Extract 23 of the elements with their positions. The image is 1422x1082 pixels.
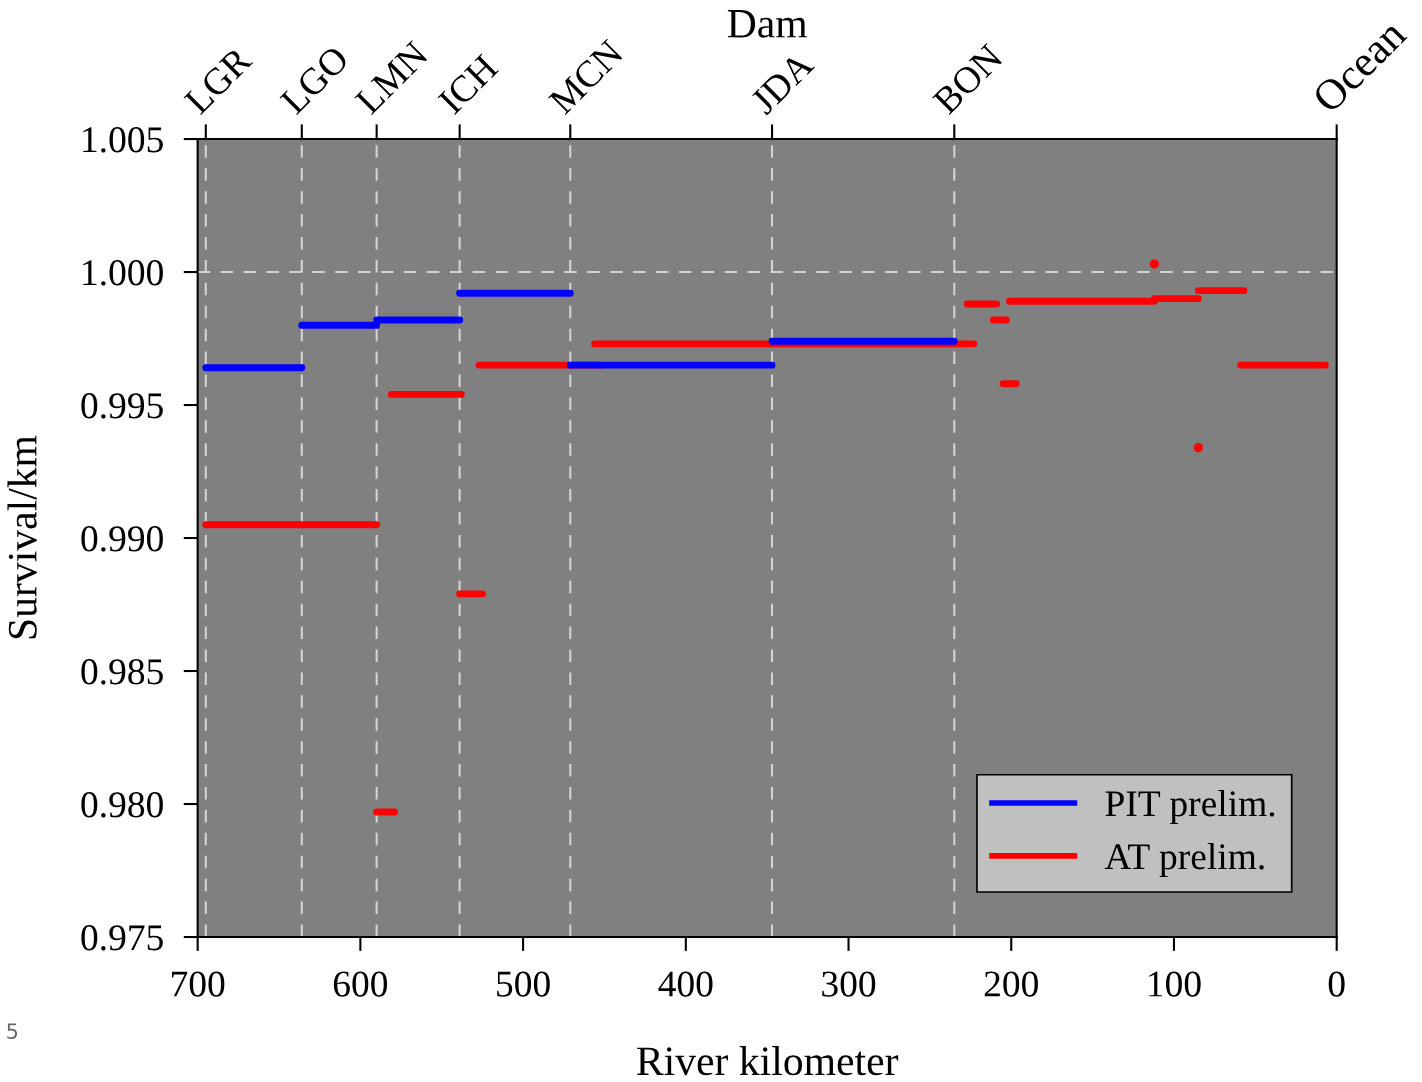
- x2-axis-title: Dam: [727, 10, 808, 38]
- y-tick-label: 0.995: [81, 393, 163, 419]
- x-tick-label: 200: [984, 971, 1038, 997]
- x-tick-label: 100: [1149, 971, 1201, 997]
- x-tick-label: 400: [658, 971, 713, 997]
- x-axis-title: River kilometer: [637, 1046, 899, 1076]
- x-tick-label: 600: [333, 971, 388, 997]
- y-tick-label: 0.985: [81, 659, 163, 685]
- x-tick-label: 500: [497, 971, 550, 997]
- y-axis-title: Survival/km: [7, 435, 37, 639]
- y-tick-label: 0.980: [81, 792, 163, 818]
- legend-label: PIT prelim.: [1105, 790, 1275, 825]
- x-tick-label: 700: [172, 971, 225, 997]
- ref-line-label: JDA: [749, 49, 816, 116]
- legend-label: AT prelim.: [1104, 843, 1264, 878]
- y-tick-label: 1.005: [83, 127, 163, 153]
- x-tick-label: 0: [1328, 971, 1345, 997]
- y-tick-label: 1.000: [83, 260, 163, 286]
- x-tick-label: 300: [822, 971, 876, 997]
- text: 5: [7, 1023, 18, 1040]
- y-tick-label: 0.975: [81, 925, 163, 951]
- y-tick-label: 0.990: [81, 526, 163, 552]
- ref-line-label: ICH: [437, 53, 500, 116]
